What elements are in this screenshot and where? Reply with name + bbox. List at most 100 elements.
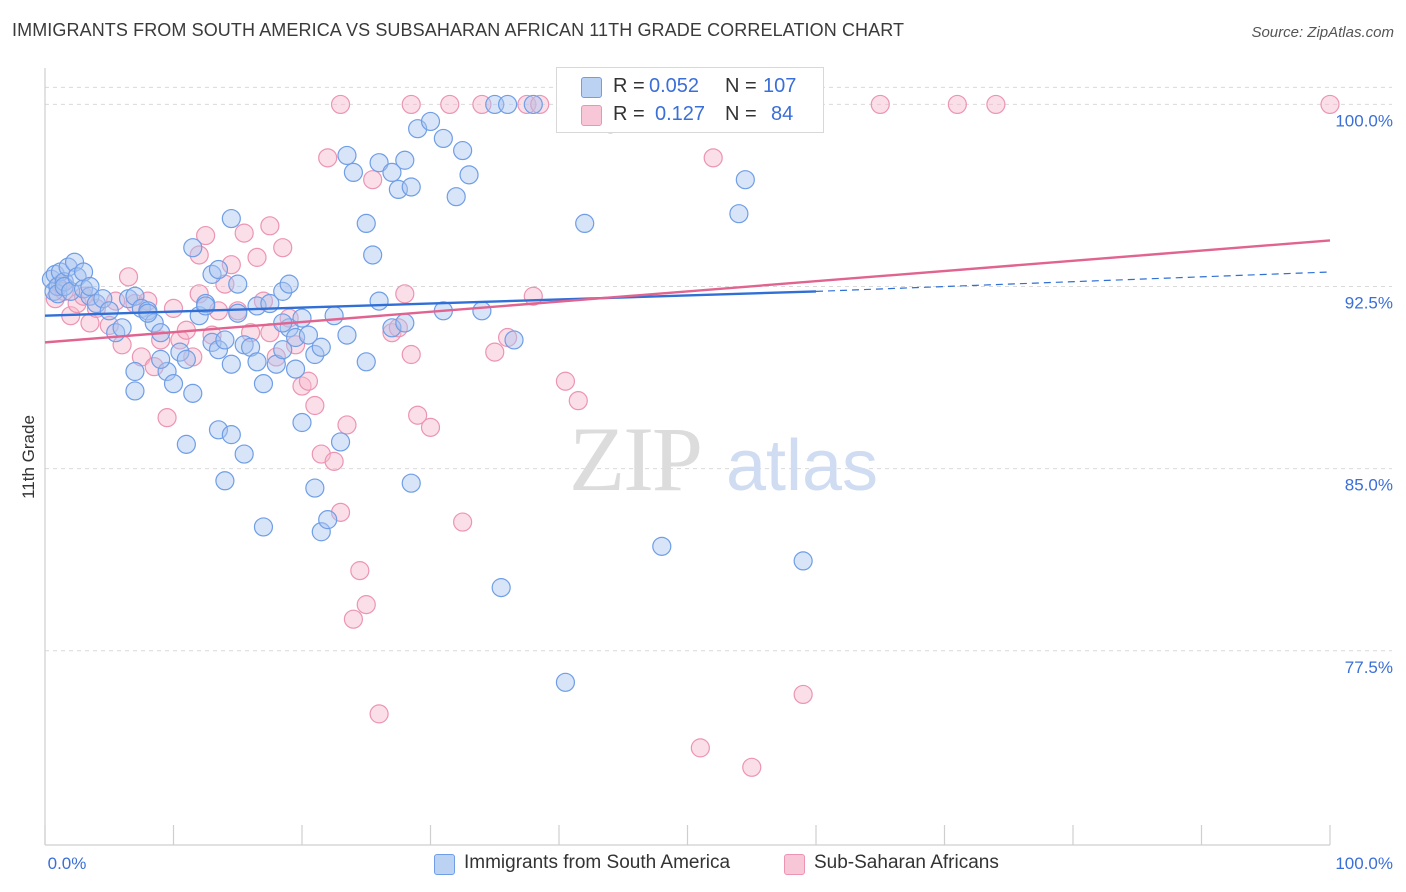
data-point-blue: [504, 330, 524, 350]
data-point-blue: [311, 522, 331, 542]
data-point-blue: [446, 187, 466, 207]
y-axis-label: 11th Grade: [19, 415, 38, 499]
data-point-blue: [93, 289, 113, 309]
data-point-blue: [183, 383, 203, 403]
data-point-blue: [395, 150, 415, 170]
data-point-pink: [337, 415, 357, 435]
y-tick-label: 92.5%: [1345, 294, 1393, 313]
data-point-pink: [285, 335, 306, 355]
data-point-blue: [729, 204, 749, 224]
data-point-blue: [183, 238, 203, 258]
data-point-pink: [318, 148, 338, 168]
data-point-blue: [369, 291, 389, 311]
data-point-blue: [382, 318, 402, 338]
data-point-pink: [144, 357, 164, 377]
data-point-pink: [266, 347, 286, 367]
data-point-blue: [433, 128, 453, 149]
data-point-blue: [80, 276, 100, 297]
data-point-blue: [555, 672, 576, 692]
legend-swatch-pink: [581, 105, 602, 126]
legend-row-pink: R = 0.127 N = 84: [557, 100, 823, 128]
data-point-pink: [793, 684, 813, 705]
data-point-pink: [703, 148, 723, 168]
data-point-pink: [369, 704, 389, 724]
data-point-pink: [395, 284, 415, 304]
data-point-blue: [343, 162, 363, 183]
data-point-blue: [99, 301, 119, 321]
data-point-blue: [208, 420, 229, 440]
data-point-pink: [363, 170, 383, 190]
x-tick-label-min: 0.0%: [48, 854, 87, 873]
data-point-pink: [196, 225, 216, 246]
legend-label-south-america: Immigrants from South America: [464, 852, 731, 873]
data-point-pink: [189, 284, 209, 304]
data-point-pink: [870, 94, 890, 115]
data-point-blue: [305, 478, 325, 498]
data-point-blue: [54, 272, 74, 292]
data-point-blue: [735, 170, 755, 190]
data-point-pink: [485, 342, 505, 362]
data-point-pink: [401, 344, 421, 365]
data-point-pink: [330, 94, 351, 115]
x-tick-label-max: 100.0%: [1335, 854, 1393, 873]
data-point-blue: [221, 208, 241, 229]
data-point-blue: [395, 313, 415, 333]
data-point-blue: [369, 153, 389, 173]
source-label: Source: ZipAtlas.com: [1251, 24, 1394, 41]
data-point-blue: [472, 301, 492, 321]
data-point-pink: [530, 94, 550, 115]
data-point-blue: [215, 471, 235, 491]
data-point-blue: [420, 111, 441, 132]
data-point-pink: [356, 595, 376, 615]
legend-n-value: 84: [771, 103, 794, 125]
trend-line-extension-blue: [815, 271, 1331, 292]
data-point-pink: [453, 512, 473, 532]
data-point-blue: [228, 303, 248, 323]
data-point-pink: [343, 609, 363, 629]
data-point-pink: [401, 94, 421, 115]
data-point-blue: [575, 213, 595, 233]
y-tick-label: 100.0%: [1335, 111, 1393, 130]
data-point-blue: [305, 344, 325, 365]
correlation-legend: R = 0.052 N = 107 R = 0.127 N = 84: [556, 67, 824, 133]
data-point-pink: [234, 223, 254, 243]
data-point-pink: [947, 94, 967, 115]
watermark-atlas: atlas: [726, 426, 878, 506]
y-tick-label: 77.5%: [1345, 658, 1393, 677]
data-point-blue: [208, 340, 229, 360]
data-point-pink: [163, 298, 184, 318]
data-point-blue: [401, 177, 421, 197]
data-point-blue: [215, 330, 235, 350]
legend-swatch-south-america: [434, 854, 455, 875]
legend-row-blue: R = 0.052 N = 107: [557, 72, 823, 100]
data-point-blue: [228, 274, 248, 294]
data-point-blue: [253, 517, 274, 537]
data-point-blue: [273, 281, 293, 301]
data-point-pink: [986, 94, 1006, 115]
legend-n-value: 107: [763, 75, 797, 97]
data-point-blue: [652, 536, 672, 556]
data-point-pink: [298, 371, 319, 391]
legend-n-label: N =: [725, 103, 757, 125]
data-point-pink: [247, 247, 267, 267]
data-point-pink: [118, 267, 139, 287]
data-point-blue: [453, 140, 473, 161]
trend-lines: [44, 239, 1331, 344]
data-point-blue: [125, 381, 145, 401]
legend-r-label: R =: [613, 103, 645, 125]
data-point-blue: [163, 374, 184, 394]
data-point-blue: [523, 94, 543, 115]
data-point-blue: [793, 551, 813, 571]
data-point-blue: [298, 325, 319, 345]
data-point-blue: [247, 352, 267, 372]
legend-n-label: N =: [725, 75, 757, 97]
data-point-pink: [690, 738, 710, 758]
data-point-pink: [157, 408, 177, 428]
data-point-blue: [318, 510, 338, 530]
trend-line-blue: [44, 290, 817, 317]
data-point-blue: [125, 361, 145, 382]
legend-r-label: R =: [613, 75, 645, 97]
data-point-pink: [1320, 94, 1340, 115]
data-point-pink: [440, 94, 460, 115]
data-point-pink: [151, 330, 171, 350]
